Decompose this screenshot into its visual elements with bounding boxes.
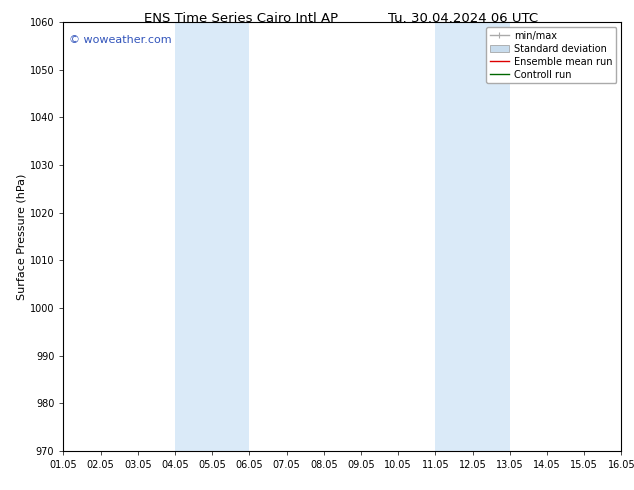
Bar xyxy=(436,22,510,451)
Text: ENS Time Series Cairo Intl AP: ENS Time Series Cairo Intl AP xyxy=(144,12,338,25)
Text: © woweather.com: © woweather.com xyxy=(69,35,172,45)
Y-axis label: Surface Pressure (hPa): Surface Pressure (hPa) xyxy=(17,173,27,299)
Legend: min/max, Standard deviation, Ensemble mean run, Controll run: min/max, Standard deviation, Ensemble me… xyxy=(486,27,616,83)
Bar xyxy=(175,22,249,451)
Text: Tu. 30.04.2024 06 UTC: Tu. 30.04.2024 06 UTC xyxy=(388,12,538,25)
